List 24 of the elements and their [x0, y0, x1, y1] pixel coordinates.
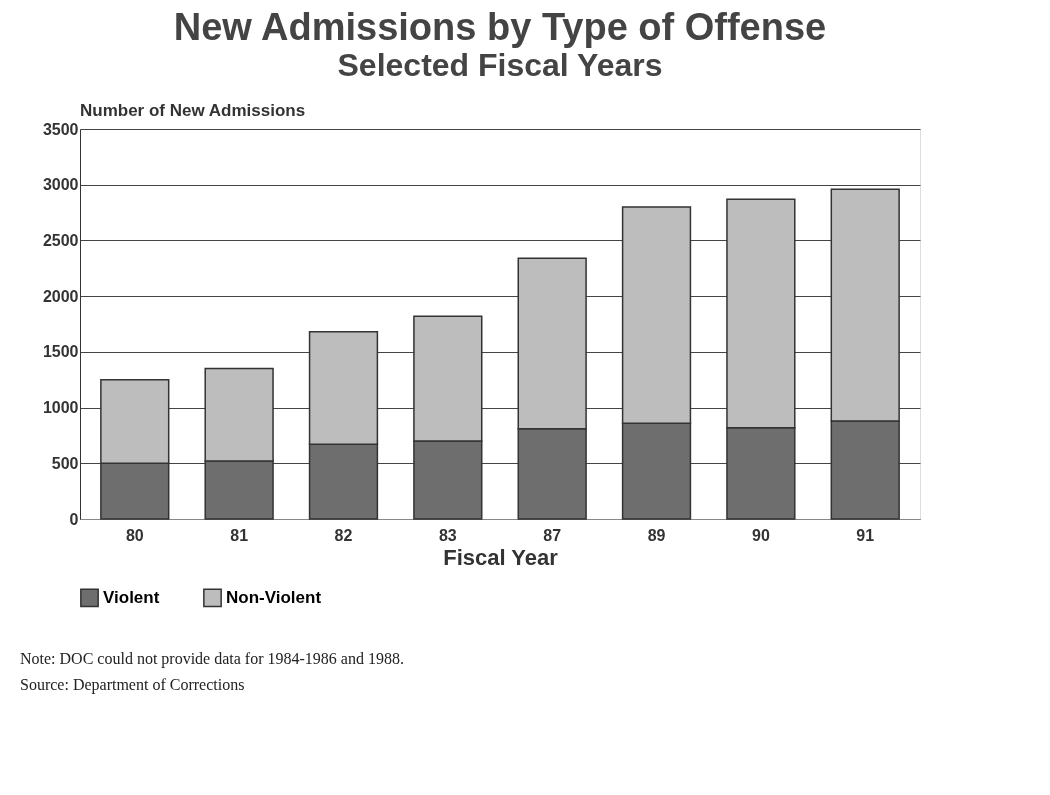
legend-label: Non-Violent: [226, 587, 322, 607]
y-tick-label: 2500: [42, 231, 79, 249]
x-tick-label: 87: [543, 526, 562, 544]
y-tick-label: 0: [69, 510, 79, 528]
chart-subtitle: Selected Fiscal Years: [337, 47, 663, 83]
x-tick-label: 89: [647, 526, 666, 544]
x-axis-title: Fiscal Year: [443, 544, 559, 570]
y-tick-label: 1000: [42, 399, 79, 417]
y-tick-label: 3000: [42, 176, 79, 194]
x-tick-label: 83: [438, 526, 457, 544]
source-note: Source: Department of Corrections: [20, 676, 245, 694]
y-axis-title: Number of New Admissions: [80, 101, 306, 120]
x-tick-label: 90: [751, 526, 770, 544]
y-tick-label: 2000: [42, 287, 79, 305]
x-tick-label: 91: [856, 526, 875, 544]
x-tick-label: 82: [334, 526, 353, 544]
legend-label: Violent: [103, 587, 160, 607]
x-tick-label: 80: [125, 526, 144, 544]
y-tick-label: 3500: [42, 120, 79, 138]
chart-title: New Admissions by Type of Offense: [173, 6, 827, 48]
text: Note: DOC could not provide data for 1984-1986 and 1988.: [20, 650, 404, 668]
y-tick-label: 1500: [42, 343, 79, 361]
y-tick-label: 500: [51, 454, 79, 472]
x-tick-label: 81: [230, 526, 249, 544]
